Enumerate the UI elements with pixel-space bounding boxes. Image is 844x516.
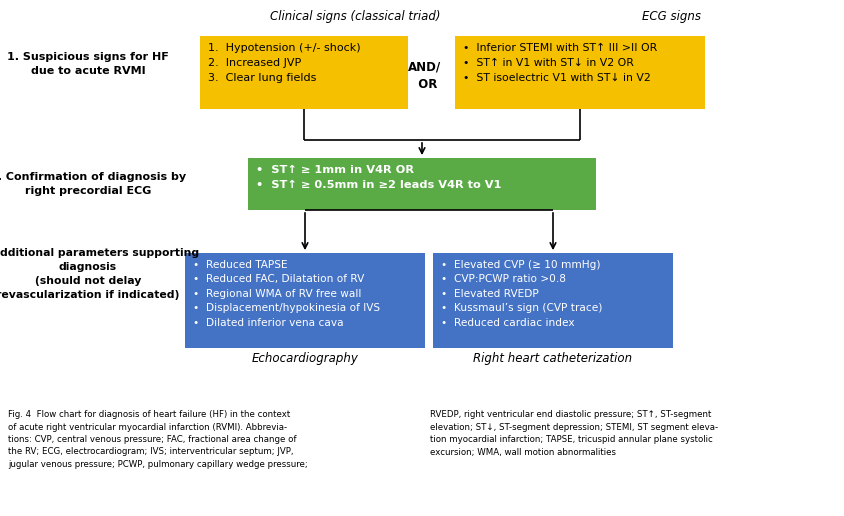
Text: Right heart catheterization: Right heart catheterization (473, 352, 632, 365)
Bar (455, 36, 705, 109)
Bar (433, 253, 673, 348)
Text: •  Elevated CVP (≥ 10 mmHg)
•  CVP:PCWP ratio >0.8
•  Elevated RVEDP
•  Kussmaul: • Elevated CVP (≥ 10 mmHg) • CVP:PCWP ra… (441, 260, 603, 328)
Bar (248, 158, 596, 210)
Text: Clinical signs (classical triad): Clinical signs (classical triad) (270, 10, 441, 23)
Text: ECG signs: ECG signs (642, 10, 701, 23)
Text: Fig. 4  Flow chart for diagnosis of heart failure (HF) in the context
of acute r: Fig. 4 Flow chart for diagnosis of heart… (8, 410, 308, 469)
Text: •  ST↑ ≥ 1mm in V4R OR
•  ST↑ ≥ 0.5mm in ≥2 leads V4R to V1: • ST↑ ≥ 1mm in V4R OR • ST↑ ≥ 0.5mm in ≥… (256, 165, 501, 190)
Text: Echocardiography: Echocardiography (252, 352, 359, 365)
Text: •  Reduced TAPSE
•  Reduced FAC, Dilatation of RV
•  Regional WMA of RV free wal: • Reduced TAPSE • Reduced FAC, Dilatatio… (193, 260, 380, 328)
Text: 1. Suspicious signs for HF
due to acute RVMI: 1. Suspicious signs for HF due to acute … (7, 52, 169, 76)
Text: 2. Confirmation of diagnosis by
right precordial ECG: 2. Confirmation of diagnosis by right pr… (0, 172, 186, 196)
Bar (185, 253, 425, 348)
Text: •  Inferior STEMI with ST↑ III >II OR
•  ST↑ in V1 with ST↓ in V2 OR
•  ST isoel: • Inferior STEMI with ST↑ III >II OR • S… (463, 43, 657, 83)
Text: AND/
  OR: AND/ OR (408, 60, 441, 91)
Text: RVEDP, right ventricular end diastolic pressure; ST↑, ST-segment
elevation; ST↓,: RVEDP, right ventricular end diastolic p… (430, 410, 718, 457)
Text: 1.  Hypotension (+/- shock)
2.  Increased JVP
3.  Clear lung fields: 1. Hypotension (+/- shock) 2. Increased … (208, 43, 360, 83)
Text: 3. Additional parameters supporting
diagnosis
(should not delay
revascularizatio: 3. Additional parameters supporting diag… (0, 248, 199, 300)
Bar (200, 36, 408, 109)
